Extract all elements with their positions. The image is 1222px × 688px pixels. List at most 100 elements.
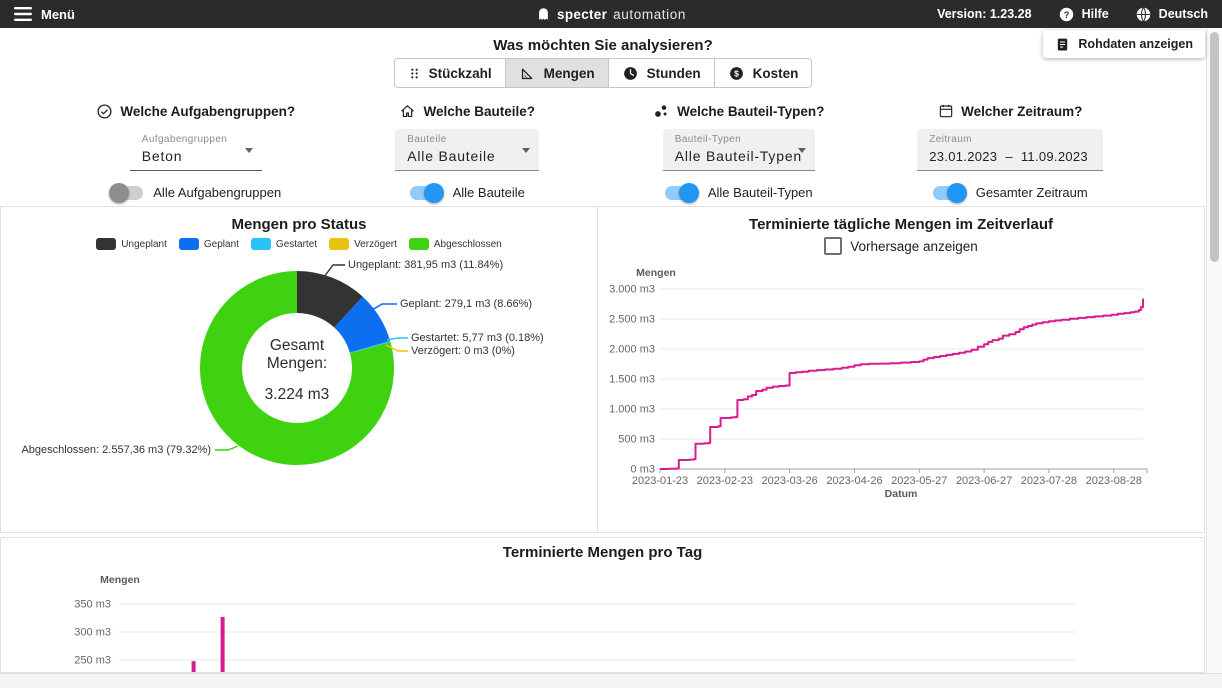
tab-label: Stückzahl [428, 65, 492, 81]
zeitraum-field[interactable]: Zeitraum 23.01.2023 – 11.09.2023 [917, 129, 1104, 171]
svg-text:2023-08-28: 2023-08-28 [1086, 475, 1142, 487]
bauteil-typen-select[interactable]: Bauteil-Typen Alle Bauteil-Typen [662, 129, 815, 171]
donut-callout: Verzögert: 0 m3 (0%) [411, 345, 515, 357]
count-dots-icon [410, 68, 418, 78]
legend-label: Gestartet [275, 238, 318, 250]
filter-question: Welche Aufgabengruppen? [96, 100, 295, 122]
rohdaten-label: Rohdaten anzeigen [1078, 37, 1193, 51]
filter-question: Welcher Zeitraum? [938, 100, 1082, 122]
toggle-alle-bauteil-typen: Alle Bauteil-Typen [664, 182, 813, 203]
toggle-switch[interactable] [409, 182, 444, 203]
filter-question-label: Welche Bauteile? [423, 103, 536, 119]
line-chart: Mengen 0 m3 500 m3 1.000 m3 1.500 m3 2.000 m3… [609, 267, 1148, 500]
brand-name: specter [557, 6, 608, 22]
donut-chart-panel: Mengen pro Status Ungeplant Geplant Gestar… [1, 207, 598, 532]
legend-item: Ungeplant [96, 238, 167, 250]
line-series [660, 298, 1144, 470]
toggle-switch[interactable] [664, 182, 699, 203]
filter-aufgabengruppen: Welche Aufgabengruppen? Aufgabengruppen … [60, 100, 332, 203]
bar-chart-title: Terminierte Mengen pro Tag [502, 544, 703, 561]
date-start[interactable]: 23.01.2023 [929, 148, 998, 164]
legend-swatch [329, 238, 350, 250]
dollar-icon: $ [729, 66, 743, 80]
donut-chart-title: Mengen pro Status [231, 216, 367, 233]
svg-text:Mengen: Mengen [100, 574, 140, 586]
donut-chart [199, 271, 394, 465]
house-icon [401, 104, 415, 117]
top-bar: Menü specter automation Version: 1.23.28… [0, 0, 1222, 28]
tab-label: Kosten [752, 65, 799, 81]
svg-text:2023-04-26: 2023-04-26 [826, 475, 882, 487]
line-chart-title: Terminierte tägliche Mengen im Zeitverla… [749, 216, 1053, 233]
line-chart-panel: Terminierte tägliche Mengen im Zeitverla… [598, 207, 1204, 532]
set-square-icon [521, 68, 533, 79]
date-end[interactable]: 11.09.2023 [1020, 148, 1088, 164]
svg-text:2023-05-27: 2023-05-27 [891, 475, 947, 487]
legend-label: Abgeschlossen [433, 238, 502, 250]
language-button[interactable]: Deutsch [1135, 6, 1208, 23]
svg-text:500 m3: 500 m3 [618, 434, 655, 446]
donut-segment-abgeschlossen [199, 271, 394, 465]
svg-text:?: ? [1063, 9, 1069, 19]
legend-label: Ungeplant [121, 238, 167, 250]
filter-zeitraum: Welcher Zeitraum? Zeitraum 23.01.2023 – … [875, 100, 1147, 203]
vorhersage-checkbox[interactable] [824, 237, 843, 255]
help-icon: ? [1059, 7, 1073, 21]
field-caption: Zeitraum [929, 134, 972, 145]
donut-callout: Gestartet: 5,77 m3 (0.18%) [411, 332, 544, 344]
rohdaten-anzeigen-button[interactable]: Rohdaten anzeigen [1043, 30, 1205, 58]
donut-callout: Abgeschlossen: 2.557,36 m3 (79.32%) [21, 444, 211, 456]
tab-mengen[interactable]: Mengen [504, 58, 609, 88]
filter-question: Welche Bauteile? [399, 100, 535, 122]
date-separator: – [1005, 148, 1013, 164]
filter-question-label: Welche Aufgabengruppen? [120, 103, 296, 119]
legend-item: Gestartet [250, 238, 318, 250]
donut-callout: Ungeplant: 381,95 m3 (11.84%) [348, 259, 504, 271]
filter-question-label: Welcher Zeitraum? [961, 103, 1083, 119]
svg-text:250 m3: 250 m3 [74, 655, 111, 667]
toggle-switch[interactable] [109, 182, 144, 203]
scrollbar-thumb[interactable] [1210, 32, 1219, 262]
chevron-down-icon [797, 148, 806, 153]
help-button[interactable]: ? Hilfe [1058, 6, 1109, 23]
legend-item: Abgeschlossen [408, 238, 502, 250]
svg-text:2.500 m3: 2.500 m3 [609, 314, 655, 326]
bar [191, 661, 196, 672]
vertical-scrollbar[interactable] [1206, 28, 1222, 673]
aufgabengruppen-select[interactable]: Aufgabengruppen Beton [129, 129, 262, 171]
toggle-switch[interactable] [932, 182, 967, 203]
select-value: Beton [141, 148, 183, 164]
svg-text:350 m3: 350 m3 [74, 599, 111, 611]
tab-label: Stunden [646, 65, 701, 81]
tab-stunden[interactable]: Stunden [607, 58, 715, 88]
select-value: Alle Bauteile [407, 148, 496, 164]
charts-container: Mengen pro Status Ungeplant Geplant Gestar… [0, 206, 1205, 533]
hamburger-icon [14, 7, 32, 21]
clock-icon [623, 66, 637, 80]
toggle-label: Alle Aufgabengruppen [153, 185, 282, 200]
toggle-label: Alle Bauteil-Typen [707, 185, 813, 200]
svg-text:2023-01-23: 2023-01-23 [632, 475, 688, 487]
svg-text:2023-03-26: 2023-03-26 [761, 475, 817, 487]
vorhersage-row: Vorhersage anzeigen [598, 237, 1204, 255]
filter-row: Welche Aufgabengruppen? Aufgabengruppen … [60, 100, 1147, 203]
select-caption: Aufgabengruppen [141, 134, 228, 145]
donut-legend: Ungeplant Geplant Gestartet Verzögert Abgesc… [1, 238, 597, 250]
donut-callout: Geplant: 279,1 m3 (8.66%) [400, 298, 533, 310]
tab-kosten[interactable]: $ Kosten [713, 58, 813, 88]
tab-label: Mengen [543, 65, 595, 81]
topbar-right: Version: 1.23.28 ? Hilfe Deutsch [937, 6, 1208, 23]
legend-swatch [96, 238, 117, 250]
svg-text:2023-02-23: 2023-02-23 [697, 475, 753, 487]
filter-bauteil-typen: Welche Bauteil-Typen? Bauteil-Typen Alle… [603, 100, 875, 203]
toggle-gesamter-zeitraum: Gesamter Zeitraum [932, 182, 1088, 203]
menu-label: Menü [41, 6, 75, 22]
tab-stueckzahl[interactable]: Stückzahl [393, 58, 506, 88]
bauteile-select[interactable]: Bauteile Alle Bauteile [395, 129, 540, 171]
chevron-down-icon [244, 148, 253, 153]
menu-button[interactable]: Menü [14, 7, 75, 22]
ghost-icon [539, 7, 548, 20]
svg-text:3.000 m3: 3.000 m3 [609, 284, 655, 296]
